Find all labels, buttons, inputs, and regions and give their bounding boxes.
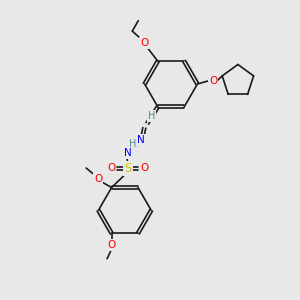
Text: O: O [140, 164, 148, 173]
Text: N: N [137, 135, 145, 145]
Text: O: O [107, 240, 116, 250]
Text: H: H [148, 111, 155, 121]
Text: H: H [129, 140, 136, 149]
Text: S: S [124, 162, 131, 175]
Text: O: O [107, 164, 116, 173]
Text: N: N [124, 148, 132, 158]
Text: O: O [140, 38, 148, 48]
Text: O: O [94, 173, 102, 184]
Text: O: O [209, 76, 217, 86]
